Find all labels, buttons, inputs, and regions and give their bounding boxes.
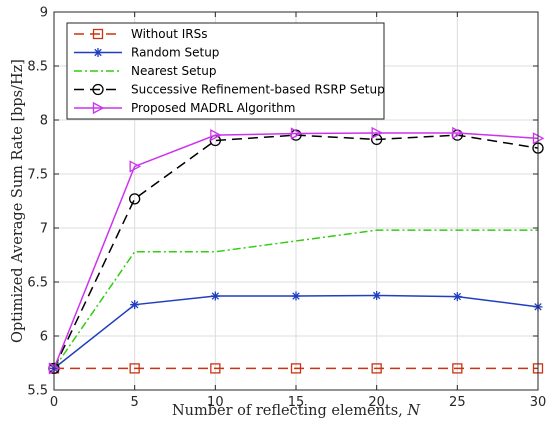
data-point [371,133,383,146]
legend-marker [92,83,104,96]
x-tick-label: 20 [368,395,385,410]
y-tick-label: 5.5 [27,384,48,399]
legend: Without IRSs Random Setup Nearest Setup Suc… [66,22,385,120]
data-point [452,126,464,140]
data-point [372,291,382,300]
x-axis-label-variable: N [406,403,421,419]
x-tick-label: 15 [288,395,305,410]
x-tick-label: 0 [50,395,58,410]
y-tick-label: 8 [40,114,48,129]
legend-label: Random Setup [131,46,219,60]
data-point [290,127,303,140]
data-point [129,160,142,173]
legend-box [66,22,385,120]
data-point [290,363,302,374]
y-axis-label: Optimized Average Sum Rate [bps/Hz] [10,59,26,343]
y-tick-label: 6 [40,330,48,345]
data-point [129,193,141,205]
legend-marker [92,28,104,40]
y-tick-label: 7 [40,222,48,237]
data-point [291,291,301,301]
y-tick-label: 6.5 [27,276,48,291]
series-3 [53,229,538,369]
y-tick-label: 7.5 [27,168,48,183]
series-group [48,126,545,375]
y-tick-label: 9 [40,6,48,21]
x-tick-label: 10 [207,395,224,410]
legend-label: Nearest Setup [131,64,216,78]
legend-marker [93,48,103,57]
series-line [53,229,538,369]
data-point [130,300,140,310]
x-tick-label: 5 [131,395,139,410]
x-tick-label: 30 [530,395,547,410]
data-point [452,292,462,302]
x-axis-label: Number of reflecting elements, N [172,403,421,419]
data-point [452,363,463,374]
legend-label: Without IRSs [131,27,207,41]
legend-marker [92,101,105,115]
legend-label: Successive Refinement-based RSRP Setup [131,83,385,97]
data-point [371,363,382,374]
series-line [53,132,539,369]
legend-label: Proposed MADRL Algorithm [131,101,295,115]
data-point [210,129,222,142]
data-point [210,363,221,374]
x-tick-label: 25 [449,395,466,410]
axis-ticks: 0 5 10 15 20 25 30 5.5 6 6.5 7 7.5 8 8.5 9 [27,6,546,411]
y-tick-label: 8.5 [27,60,48,75]
data-point [210,291,220,301]
data-point [371,126,384,140]
data-point [129,363,140,374]
x-axis-label-text: Number of reflecting elements, [172,403,407,419]
